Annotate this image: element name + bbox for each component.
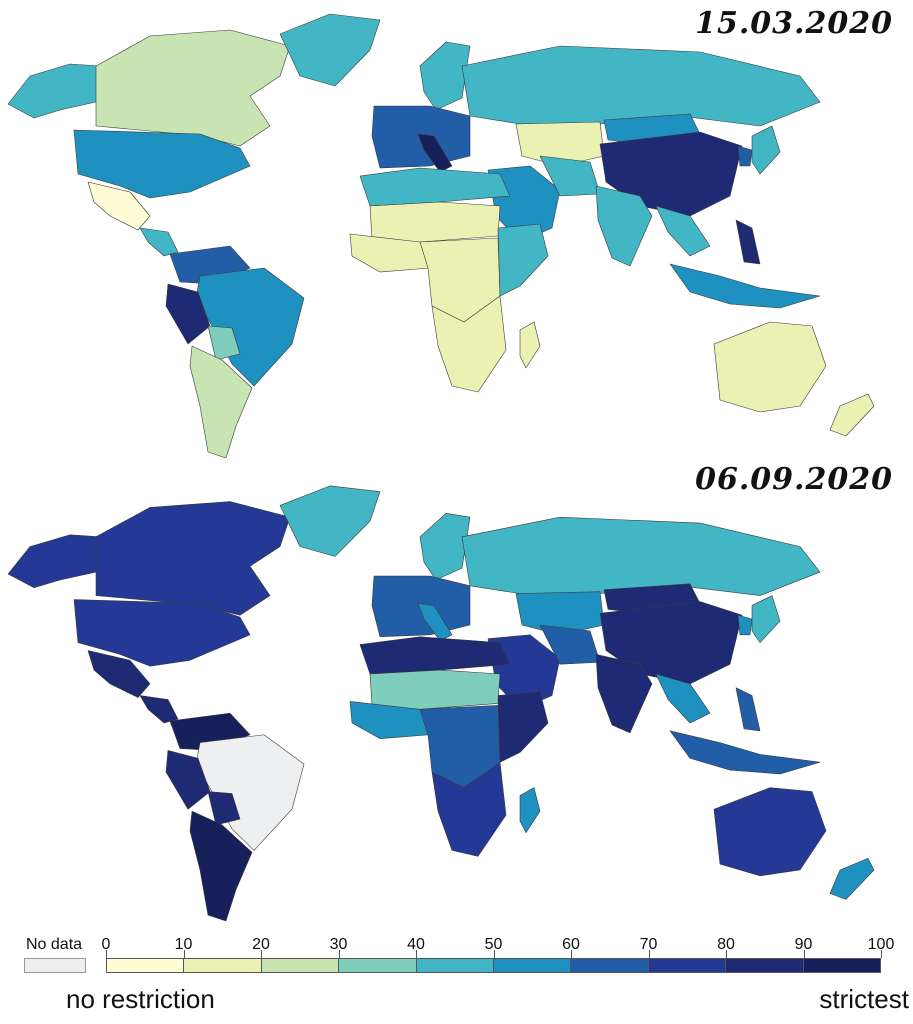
region-new-zealand [829,393,875,437]
stringency-colorbar [106,958,881,973]
colorbar-segment [184,959,262,972]
region-scandinavia [419,512,471,581]
colorbar-tick-label: 50 [484,936,503,953]
colorbar-tick [648,950,650,958]
colorbar-segment [571,959,649,972]
region-italy [417,133,453,173]
no-data-swatch [24,958,86,973]
region-east-africa [497,223,549,297]
region-west-africa [349,233,431,273]
region-southern-africa [431,761,507,857]
region-usa [73,599,251,667]
region-madagascar [519,787,541,834]
strictest-caption: strictest [819,984,909,1014]
region-central-america [139,695,179,724]
colorbar-tick-label: 100 [867,936,895,953]
colorbar-segment [107,959,185,972]
region-mexico [87,181,151,231]
no-restriction-caption: no restriction [66,984,215,1014]
region-usa [73,129,251,199]
region-new-zealand [829,857,875,900]
region-se-asia [655,205,711,257]
colorbar-tick [726,950,727,958]
colorbar-tick [493,950,495,958]
colorbar-tick [803,950,805,958]
region-east-africa [497,691,549,763]
map-2020-09-06 [0,470,913,930]
region-philippines [735,687,761,732]
region-indonesia [669,730,821,775]
region-central-america [139,227,179,257]
colorbar-tick-label: 90 [794,936,813,953]
region-alaska [7,534,101,589]
map-2020-03-15 [0,0,913,470]
region-japan [751,125,781,175]
region-alaska [7,63,101,119]
region-sahara [369,669,501,710]
region-philippines [735,219,761,265]
region-russia [461,45,821,127]
region-russia [461,516,821,596]
region-west-africa [349,701,431,739]
colorbar-tick [183,950,185,958]
region-north-africa [359,636,511,675]
region-se-asia [655,673,711,724]
colorbar-tick-label: 20 [252,936,270,953]
colorbar-segment [494,959,572,972]
colorbar-tick-label: 30 [329,936,348,953]
colorbar-segment [261,959,340,972]
region-madagascar [519,321,541,369]
region-indonesia [669,263,821,309]
colorbar-tick-label: 60 [562,936,580,953]
world-map-march [7,13,875,459]
colorbar-segment [648,959,727,972]
region-korea [737,614,753,636]
region-australia [713,787,827,877]
colorbar-segment [803,959,881,972]
region-italy [417,603,453,641]
region-india [595,185,653,267]
region-peru [165,750,211,810]
colorbar-tick-label: 70 [639,936,658,953]
region-greenland [279,13,381,87]
colorbar-tick [338,950,340,958]
region-southern-africa [431,295,507,393]
colorbar-tick [881,950,882,958]
date-title-march: 15.03.2020 [695,6,893,41]
region-argentina-chile [189,810,253,922]
region-north-africa [359,167,511,207]
colorbar-segment [339,959,417,972]
colorbar-tick [106,950,107,958]
region-sahara [369,201,501,243]
region-bolivia [207,325,241,361]
region-india [595,654,653,734]
colorbar-segment [726,959,804,972]
region-peru [165,283,211,345]
region-korea [737,145,753,167]
region-argentina-chile [189,345,253,459]
colorbar-tick [571,950,572,958]
colorbar-tick-label: 0 [101,936,111,953]
date-title-september: 06.09.2020 [695,462,893,497]
colorbar-tick [261,950,262,958]
colorbar-segment [416,959,495,972]
region-bolivia [207,791,241,826]
colorbar-tick-label: 80 [717,936,735,953]
region-mexico [87,650,151,698]
colorbar-tick-label: 40 [407,936,425,953]
no-data-label: No data [26,936,83,953]
colorbar-tick-label: 10 [174,936,193,953]
region-australia [713,321,827,413]
world-map-september [7,485,875,922]
region-japan [751,595,781,643]
region-greenland [279,485,381,557]
colorbar-tick [416,950,417,958]
region-scandinavia [419,41,471,111]
region-canada [95,29,291,147]
region-canada [95,501,291,616]
